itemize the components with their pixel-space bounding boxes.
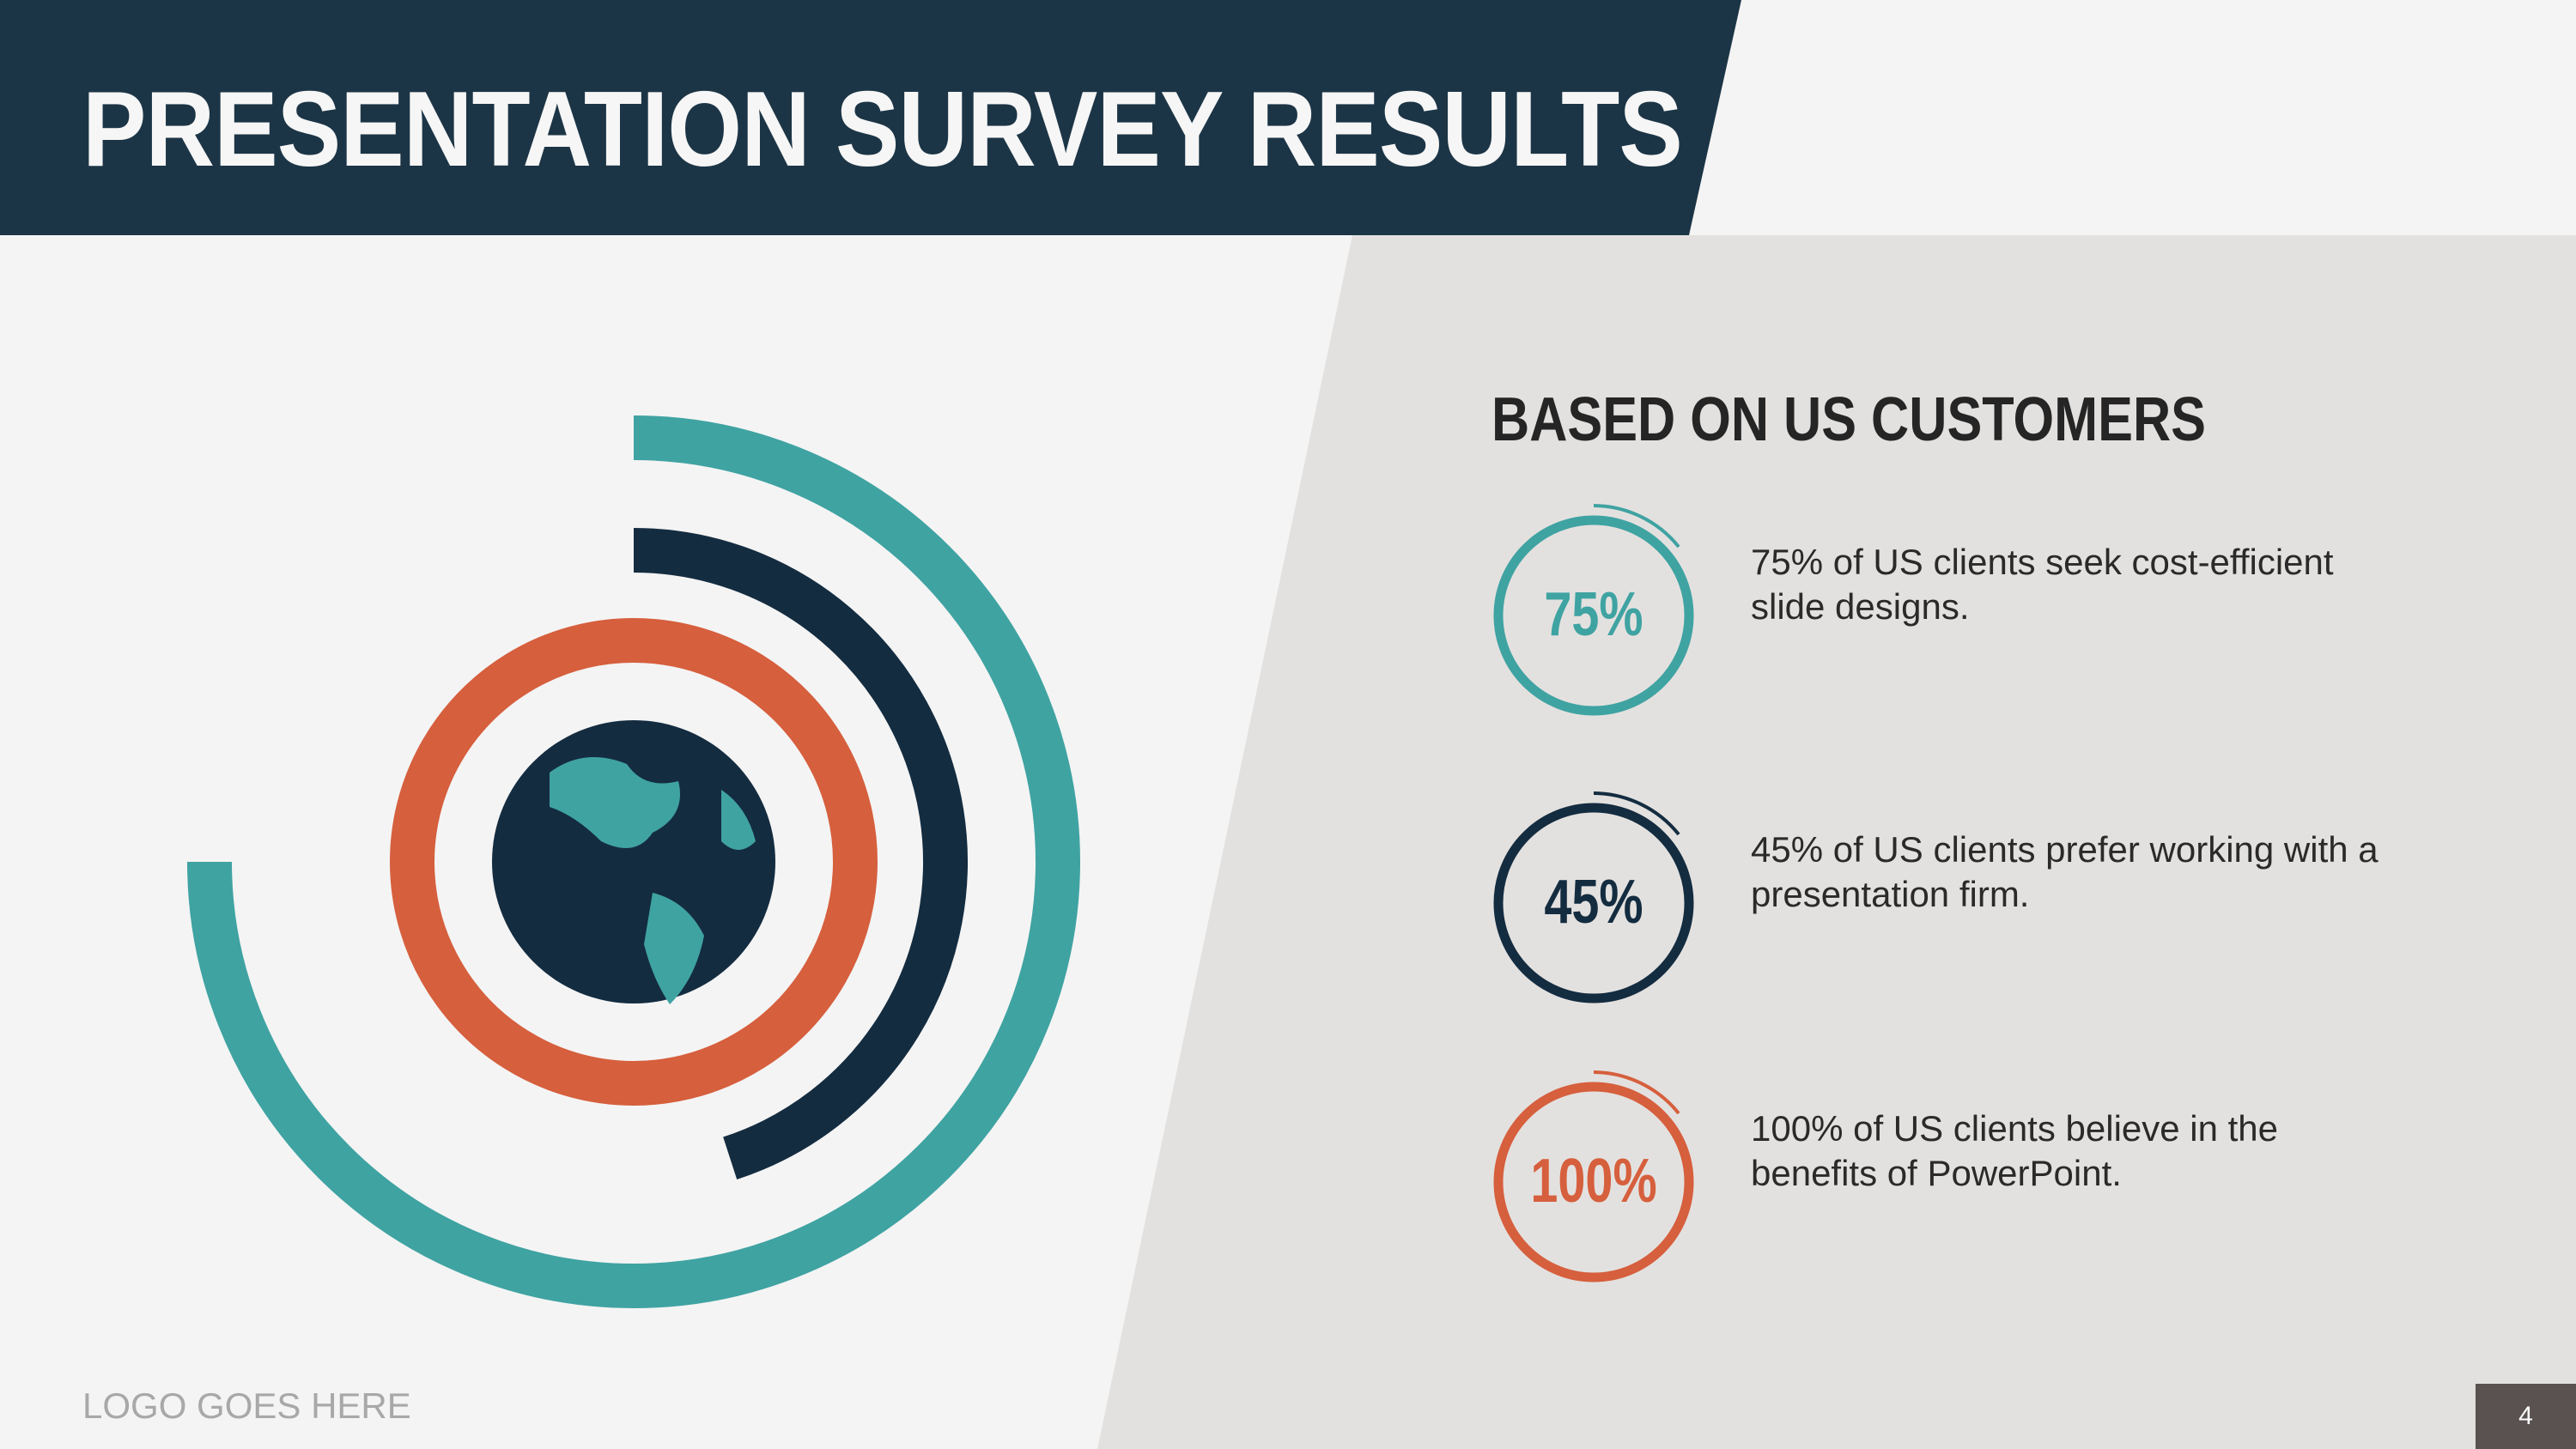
globe-land: [550, 757, 756, 1004]
badge-label: 45%: [1544, 868, 1643, 937]
badge-accent: [1593, 1070, 1680, 1115]
title: PRESENTATION SURVEY RESULTS: [82, 70, 1683, 189]
item-text: 100% of US clients believe in the benefi…: [1751, 1108, 2279, 1193]
item-text: 45% of US clients prefer working with a …: [1751, 829, 2379, 914]
globe: [492, 720, 775, 1003]
radial-bar: [187, 415, 1080, 1308]
badge-accent: [1593, 791, 1680, 836]
badge-ring: [1493, 803, 1694, 1003]
badge-label: 75%: [1544, 580, 1643, 649]
logo-text: LOGO GOES HERE: [82, 1385, 411, 1426]
badge-accent: [1593, 504, 1680, 549]
page-number: 4: [2476, 1384, 2576, 1449]
radial-bar: [390, 618, 878, 1106]
subtitle: BASED ON US CUSTOMERS: [1492, 385, 2206, 454]
badge-ring: [1493, 1082, 1694, 1282]
radial-chart: [187, 415, 1080, 1308]
radial-bar: [633, 528, 968, 1179]
header-band: [0, 0, 1741, 235]
badge-ring: [1493, 515, 1694, 716]
badge-label: 100%: [1530, 1147, 1657, 1216]
photo-panel: [1097, 235, 2576, 1449]
badges: [1493, 504, 1694, 1282]
item-text: 75% of US clients seek cost-efficient sl…: [1751, 542, 2334, 627]
